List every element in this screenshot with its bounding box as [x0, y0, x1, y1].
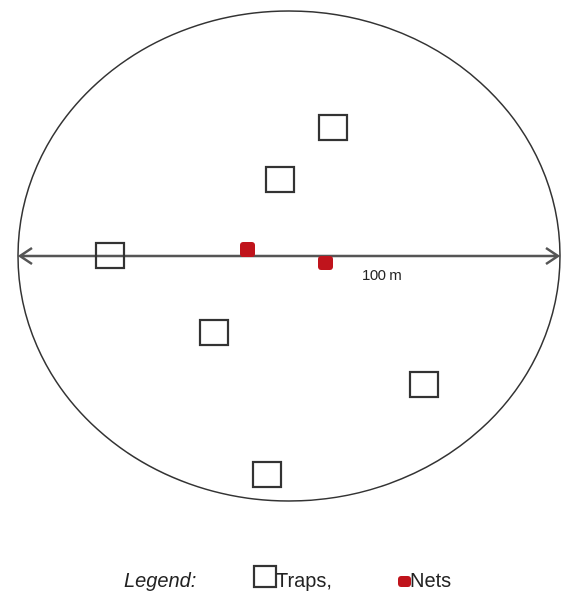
- net-marker: [240, 242, 255, 257]
- legend-net-icon: [398, 576, 411, 587]
- trap-marker: [251, 460, 283, 489]
- legend-nets-label: Nets: [410, 570, 451, 592]
- legend-title: Legend:: [124, 570, 196, 592]
- right-arrowhead: [545, 246, 561, 266]
- trap-marker: [408, 370, 440, 399]
- net-marker: [318, 256, 333, 270]
- legend-trap-icon: [252, 564, 278, 589]
- trap-marker: [94, 241, 126, 270]
- trap-marker: [264, 165, 296, 194]
- left-arrowhead: [17, 246, 33, 266]
- distance-label: 100 m: [362, 267, 401, 284]
- legend-traps-label: Traps,: [276, 570, 332, 592]
- nets: [240, 242, 333, 270]
- trap-marker: [317, 113, 349, 142]
- legend: Legend: Traps, Nets: [124, 564, 451, 592]
- diameter-arrow: [17, 246, 561, 266]
- traps: [94, 113, 440, 489]
- trap-marker: [198, 318, 230, 347]
